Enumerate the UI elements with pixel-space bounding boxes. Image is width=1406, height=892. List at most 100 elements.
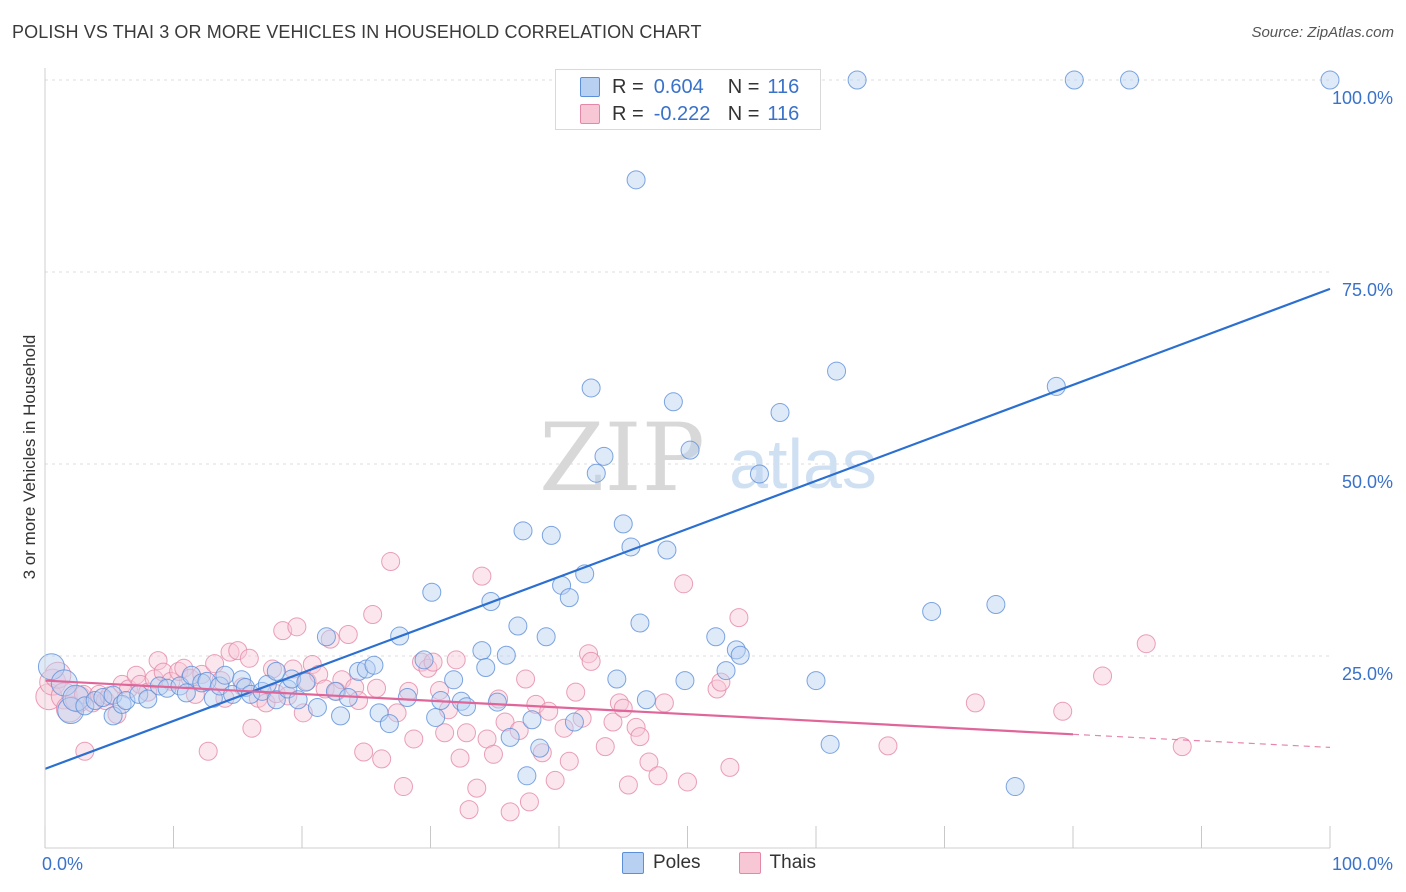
data-point	[397, 687, 417, 707]
trend-line-poles	[44, 287, 1331, 770]
data-point	[1320, 70, 1340, 90]
data-point	[228, 641, 248, 661]
data-point	[367, 678, 387, 698]
data-point	[564, 712, 584, 732]
data-point	[607, 669, 627, 689]
trend-line-thais	[44, 679, 1074, 736]
watermark: ZIP atlas	[539, 404, 877, 513]
n-label: N =	[727, 102, 760, 125]
data-point	[594, 446, 614, 466]
data-point	[554, 718, 574, 738]
data-point	[749, 464, 769, 484]
data-point	[508, 616, 528, 636]
thais-swatch	[580, 104, 600, 124]
data-point	[519, 792, 539, 812]
data-point	[663, 392, 683, 412]
data-point	[1064, 70, 1084, 90]
legend-item-thais[interactable]: Thais	[738, 852, 816, 874]
data-point	[435, 723, 455, 743]
data-point	[1172, 737, 1192, 757]
data-point	[456, 697, 476, 717]
x-tick-label: 100.0%	[1332, 854, 1393, 874]
data-point	[657, 540, 677, 560]
correlation-legend: R = 0.604 N = 116 R = -0.222 N = 116	[555, 69, 821, 130]
data-point	[1120, 70, 1140, 90]
data-point	[500, 727, 520, 747]
data-point	[726, 640, 746, 660]
data-point	[426, 707, 446, 727]
data-point	[257, 674, 277, 694]
data-point	[706, 627, 726, 647]
data-point	[618, 775, 638, 795]
data-point	[716, 661, 736, 681]
data-point	[720, 757, 740, 777]
data-point	[148, 651, 168, 671]
data-point	[496, 645, 516, 665]
poles-swatch	[580, 77, 600, 97]
data-point	[1053, 701, 1073, 721]
data-point	[338, 624, 358, 644]
data-point	[354, 742, 374, 762]
n-label: N =	[727, 75, 760, 98]
watermark-zip: ZIP	[539, 404, 705, 513]
data-point	[603, 712, 623, 732]
data-point	[1046, 376, 1066, 396]
data-point	[636, 690, 656, 710]
r-label: R =	[612, 102, 644, 125]
data-point	[220, 642, 240, 662]
data-point	[483, 744, 503, 764]
data-point	[394, 777, 414, 797]
data-point	[472, 641, 492, 661]
data-point	[648, 766, 668, 786]
r-value: 0.604	[653, 75, 704, 98]
data-point	[429, 681, 449, 701]
legend-label-thais: Thais	[769, 852, 816, 873]
data-point	[242, 718, 262, 738]
data-point	[363, 605, 383, 625]
data-point	[1005, 777, 1025, 797]
data-point	[302, 654, 322, 674]
data-point	[364, 655, 384, 675]
legend-item-poles[interactable]: Poles	[622, 852, 701, 874]
data-point	[472, 566, 492, 586]
x-tick-label: 0.0%	[42, 854, 83, 874]
data-point	[239, 648, 259, 668]
legend-label-poles: Poles	[653, 852, 701, 873]
watermark-atlas: atlas	[729, 425, 877, 503]
data-point	[630, 613, 650, 633]
data-point	[456, 723, 476, 743]
data-point	[675, 671, 695, 691]
data-point	[541, 525, 561, 545]
series-legend: Poles Thais	[622, 852, 854, 874]
data-point	[476, 658, 496, 678]
data-point	[331, 706, 351, 726]
data-point	[806, 671, 826, 691]
legend-row-thais: R = -0.222 N = 116	[580, 102, 799, 126]
data-point	[711, 672, 731, 692]
data-point	[459, 800, 479, 820]
data-point	[626, 717, 646, 737]
y-tick-label: 100.0%	[1332, 88, 1393, 108]
data-point	[965, 693, 985, 713]
data-point	[116, 691, 136, 711]
data-point	[273, 621, 293, 641]
n-value: 116	[767, 102, 800, 125]
data-point	[530, 738, 550, 758]
data-point	[296, 672, 316, 692]
n-value: 116	[767, 75, 800, 98]
data-point	[581, 378, 601, 398]
data-point	[536, 627, 556, 647]
data-point	[674, 574, 694, 594]
poles-swatch	[622, 852, 644, 874]
data-point	[75, 696, 95, 716]
legend-row-poles: R = 0.604 N = 116	[580, 75, 799, 99]
data-point	[820, 734, 840, 754]
data-point	[487, 692, 507, 712]
data-point	[513, 521, 533, 541]
data-point	[1093, 666, 1113, 686]
data-point	[678, 772, 697, 792]
data-point	[539, 701, 559, 721]
data-point	[112, 694, 132, 714]
data-point	[613, 698, 633, 718]
y-tick-label: 75.0%	[1342, 280, 1393, 300]
